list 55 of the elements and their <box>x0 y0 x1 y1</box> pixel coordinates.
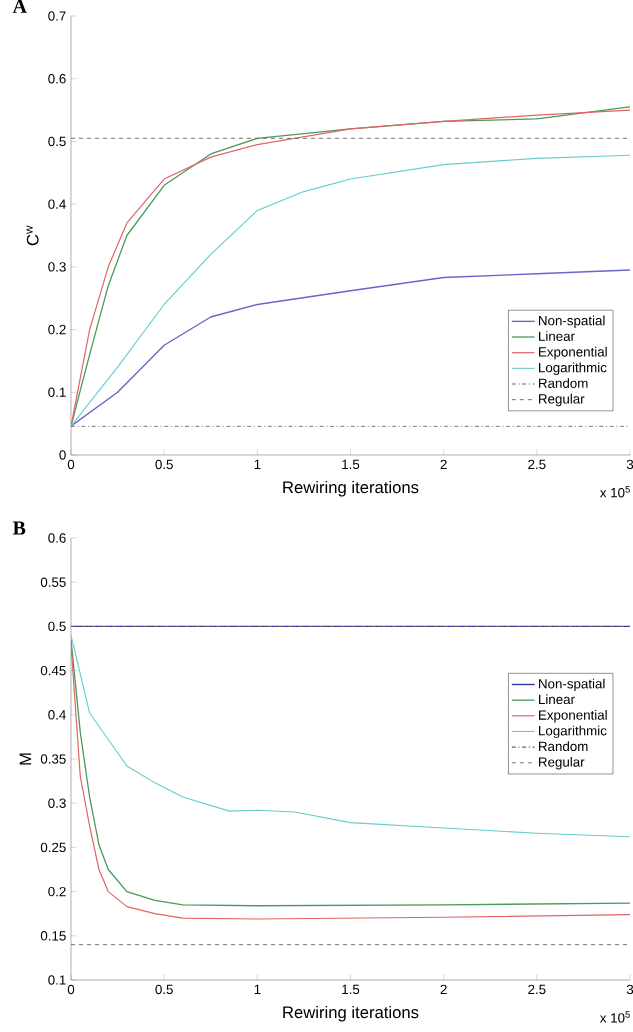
y-tick-label: 0.2 <box>48 886 66 897</box>
x-tick-label: 1 <box>254 984 261 994</box>
legend-label: Random <box>539 378 588 388</box>
legend-label: Exponential <box>539 709 607 723</box>
x-tick-label: 0 <box>67 984 75 995</box>
x-tick-label: 0 <box>67 459 75 470</box>
y-tick-label: 0.15 <box>40 931 66 941</box>
legend-label: Random <box>539 741 588 752</box>
x-tick-label: 2.5 <box>528 984 546 995</box>
legend-label: Regular <box>539 393 585 407</box>
text: x 10$^{5}$ <box>599 486 630 498</box>
y-tick-label: 0.25 <box>40 842 66 853</box>
y-tick-label: 0 <box>59 450 66 460</box>
y-tick-label: 0.55 <box>40 577 66 587</box>
y-tick-label: 0.4 <box>48 199 66 209</box>
y-tick-label: 0.5 <box>48 621 66 632</box>
y-tick-label: 0.1 <box>48 975 66 985</box>
y-tick-label: 0.6 <box>48 533 66 543</box>
y-axis-title: C$^{w}$ <box>26 225 39 246</box>
y-tick-label: 0.3 <box>48 262 66 272</box>
x-axis-title: Rewiring iterations <box>283 1005 419 1022</box>
x-tick-label: 3 <box>626 459 633 470</box>
line-series <box>71 269 630 427</box>
x-tick-label: 1 <box>254 459 261 469</box>
legend-label: Exponential <box>539 346 607 360</box>
x-tick-label: 2 <box>440 459 447 470</box>
text: x 10$^{5}$ <box>599 1011 630 1023</box>
legend-label: Logarithmic <box>539 725 607 739</box>
legend-label: Non-spatial <box>539 315 605 328</box>
y-tick-label: 0.2 <box>48 324 66 335</box>
legend-label: Linear <box>539 331 575 341</box>
chart-title: B <box>12 521 26 535</box>
x-axis-title: Rewiring iterations <box>283 480 419 497</box>
y-tick-label: 0.1 <box>48 387 66 397</box>
legend-label: Regular <box>539 756 585 770</box>
legend-label: Non-spatial <box>539 678 605 692</box>
x-tick-label: 1.5 <box>342 459 360 469</box>
y-tick-label: 0.45 <box>40 665 66 676</box>
y-axis-title: M <box>19 753 32 765</box>
x-tick-label: 0.5 <box>155 984 173 995</box>
y-tick-label: 0.4 <box>48 710 66 720</box>
y-tick-label: 0.5 <box>48 136 66 147</box>
x-tick-label: 3 <box>626 984 633 995</box>
y-tick-label: 0.6 <box>48 74 66 84</box>
line-series <box>71 634 630 838</box>
legend-label: Linear <box>539 694 575 705</box>
y-tick-label: 0.3 <box>48 798 66 808</box>
x-tick-label: 1.5 <box>342 984 360 995</box>
legend-label: Logarithmic <box>539 362 607 375</box>
y-tick-label: 0.7 <box>48 11 66 21</box>
chart-title: A <box>12 0 27 13</box>
y-tick-label: 0.35 <box>40 754 66 764</box>
x-tick-label: 2.5 <box>528 459 546 470</box>
x-tick-label: 0.5 <box>155 459 173 470</box>
x-tick-label: 2 <box>440 984 447 995</box>
